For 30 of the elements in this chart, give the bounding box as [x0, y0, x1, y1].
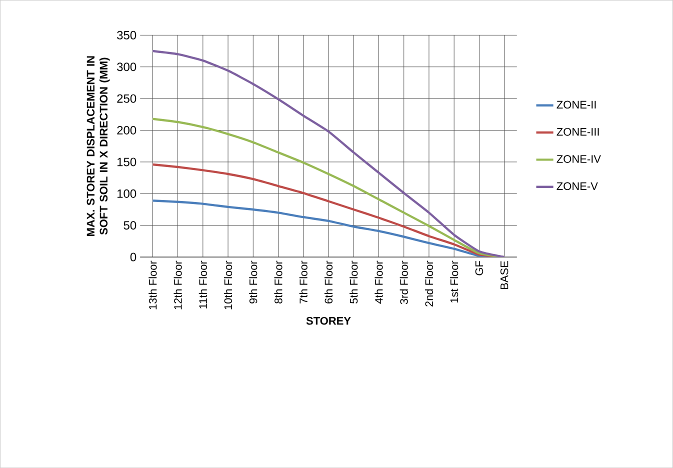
y-tick-label: 100 — [117, 189, 136, 198]
x-tick-label: BASE — [500, 261, 508, 289]
x-tick-label: 1st Floor — [450, 260, 458, 302]
x-tick-label: 5th Floor — [350, 260, 358, 304]
x-tick-label: 4th Floor — [374, 260, 383, 304]
x-tick-label: 3rd Floor — [400, 260, 408, 304]
y-axis-title: MAX. STOREY DISPLACEMENT IN SOFT SOIL IN X DIRECTION (MM) — [86, 56, 110, 236]
line-series — [152, 50, 506, 257]
y-tick-label: 150 — [117, 158, 136, 166]
x-tick-label: 13th Floor — [148, 260, 157, 310]
legend-label: ZONE-II — [556, 100, 596, 109]
x-tick-label: 7th Floor — [299, 260, 308, 304]
x-axis-title: STOREY — [306, 316, 351, 325]
y-tick-label: 250 — [117, 94, 136, 103]
x-tick-label: 11th Floor — [198, 260, 207, 308]
y-tick-label: 300 — [117, 62, 136, 72]
x-tick-label: GF — [475, 260, 484, 276]
x-tick-label: 8th Floor — [274, 260, 282, 304]
legend-label: ZONE-IV — [556, 155, 601, 163]
x-tick-label: 9th Floor — [249, 260, 258, 304]
x-tick-label: 12th Floor — [174, 260, 182, 310]
x-tick-label: 10th Floor — [224, 260, 232, 310]
y-tick-label: 50 — [124, 221, 136, 230]
legend-label: ZONE-V — [556, 182, 598, 190]
y-tick-label: 0 — [130, 252, 136, 262]
legend-label: ZONE-III — [556, 128, 599, 136]
x-tick-label: 2nd Floor — [424, 260, 434, 306]
x-tick-label: 6th Floor — [324, 260, 333, 304]
y-tick-label: 350 — [117, 30, 136, 40]
y-tick-label: 200 — [117, 126, 136, 134]
